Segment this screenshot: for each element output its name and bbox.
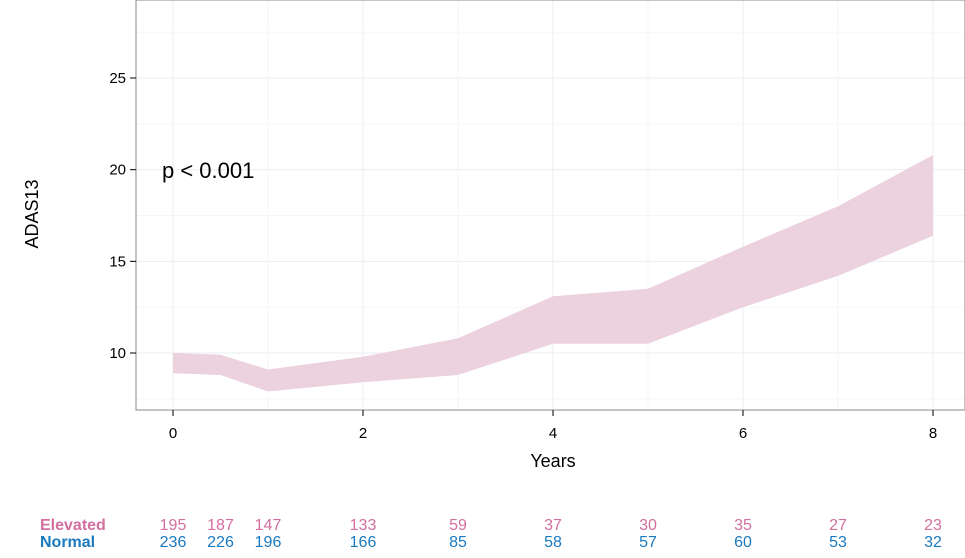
x-axis: 0 2 4 6 8 [169, 410, 937, 442]
risk-count: 226 [207, 534, 234, 551]
risk-count: 53 [829, 534, 847, 551]
risk-count: 59 [449, 517, 467, 534]
risk-count: 60 [734, 534, 752, 551]
y-axis: 10 15 20 25 [109, 70, 136, 362]
x-tick-label: 2 [359, 425, 367, 442]
x-axis-title: Years [530, 451, 575, 471]
x-tick-label: 8 [929, 425, 937, 442]
y-tick-label: 10 [109, 345, 126, 362]
risk-count: 187 [207, 517, 234, 534]
x-tick-label: 4 [549, 425, 557, 442]
risk-count: 37 [544, 517, 562, 534]
risk-count: 85 [449, 534, 467, 551]
risk-count: 27 [829, 517, 847, 534]
risk-count: 147 [255, 517, 282, 534]
risk-row-label: Normal [40, 534, 95, 551]
risk-count: 196 [255, 534, 282, 551]
risk-count: 236 [160, 534, 187, 551]
y-tick-label: 15 [109, 253, 126, 270]
risk-count: 58 [544, 534, 562, 551]
risk-count: 23 [924, 517, 942, 534]
risk-count: 195 [160, 517, 187, 534]
risk-row-label: Elevated [40, 517, 106, 534]
y-tick-label: 25 [109, 70, 126, 87]
plot-panel-border [135, 0, 965, 411]
risk-count: 133 [350, 517, 377, 534]
risk-count: 30 [639, 517, 657, 534]
confidence-band [173, 155, 933, 392]
risk-table: Elevated 195 187 147 133 59 37 30 35 27 23 Normal 23… [40, 517, 942, 551]
p-value-annotation: p < 0.001 [162, 158, 254, 183]
risk-count: 32 [924, 534, 942, 551]
risk-count: 166 [350, 534, 377, 551]
risk-count: 57 [639, 534, 657, 551]
x-tick-label: 0 [169, 425, 177, 442]
x-tick-label: 6 [739, 425, 747, 442]
y-tick-label: 20 [109, 162, 126, 179]
y-axis-title: ADAS13 [22, 179, 42, 248]
risk-count: 35 [734, 517, 752, 534]
